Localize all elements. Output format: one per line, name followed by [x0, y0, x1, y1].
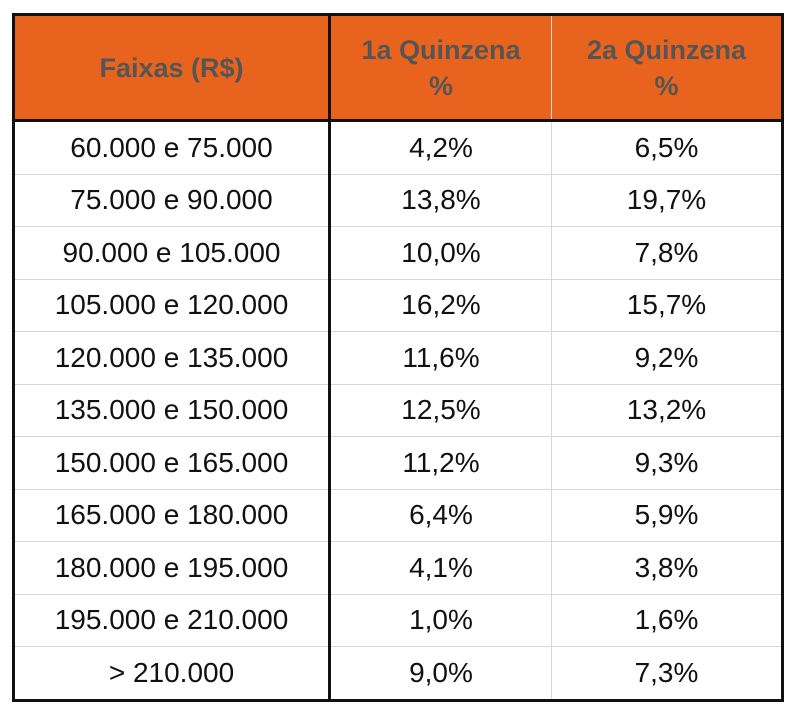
table-row: 165.000 e 180.000 6,4% 5,9% [13, 488, 783, 542]
table-row: 180.000 e 195.000 4,1% 3,8% [13, 541, 783, 594]
table-row: > 210.000 9,0% 7,3% [13, 646, 783, 700]
table-row: 135.000 e 150.000 12,5% 13,2% [13, 383, 783, 437]
header-line: 2a Quinzena [586, 34, 747, 65]
cell-2a-quinzena: 6,5% [551, 120, 783, 174]
header-line: % [428, 70, 453, 101]
table-row: 150.000 e 165.000 11,2% 9,3% [13, 436, 783, 489]
cell-2a-quinzena: 15,7% [551, 278, 783, 332]
cell-faixa: 135.000 e 150.000 [13, 383, 331, 437]
table-row: 105.000 e 120.000 16,2% 15,7% [13, 278, 783, 332]
table-row: 60.000 e 75.000 4,2% 6,5% [13, 120, 783, 174]
header-line: % [654, 70, 679, 101]
header-line: Faixas (R$) [99, 52, 244, 83]
cell-faixa: > 210.000 [13, 646, 331, 700]
cell-1a-quinzena: 13,8% [329, 173, 552, 227]
cell-faixa: 105.000 e 120.000 [13, 278, 331, 332]
table-row: 120.000 e 135.000 11,6% 9,2% [13, 331, 783, 384]
cell-faixa: 90.000 e 105.000 [13, 226, 331, 279]
cell-2a-quinzena: 7,8% [551, 226, 783, 279]
cell-2a-quinzena: 13,2% [551, 383, 783, 437]
cell-1a-quinzena: 12,5% [329, 383, 552, 437]
cell-faixa: 180.000 e 195.000 [13, 541, 331, 594]
header-faixas: Faixas (R$) [13, 14, 331, 122]
cell-faixa: 150.000 e 165.000 [13, 436, 331, 489]
cell-faixa: 60.000 e 75.000 [13, 120, 331, 174]
header-1a-quinzena: 1a Quinzena% [329, 14, 552, 122]
cell-2a-quinzena: 5,9% [551, 488, 783, 542]
cell-1a-quinzena: 10,0% [329, 226, 552, 279]
cell-1a-quinzena: 11,6% [329, 331, 552, 384]
cell-1a-quinzena: 6,4% [329, 488, 552, 542]
cell-1a-quinzena: 1,0% [329, 593, 552, 647]
cell-2a-quinzena: 19,7% [551, 173, 783, 227]
header-row: Faixas (R$) 1a Quinzena% 2a Quinzena% [13, 14, 783, 122]
cell-faixa: 165.000 e 180.000 [13, 488, 331, 542]
cell-2a-quinzena: 7,3% [551, 646, 783, 700]
cell-1a-quinzena: 11,2% [329, 436, 552, 489]
cell-faixa: 120.000 e 135.000 [13, 331, 331, 384]
cell-1a-quinzena: 16,2% [329, 278, 552, 332]
header-line: 1a Quinzena [361, 34, 521, 65]
cell-1a-quinzena: 4,2% [329, 120, 552, 174]
table-row: 195.000 e 210.000 1,0% 1,6% [13, 593, 783, 647]
cell-2a-quinzena: 3,8% [551, 541, 783, 594]
table-row: 75.000 e 90.000 13,8% 19,7% [13, 173, 783, 227]
cell-faixa: 195.000 e 210.000 [13, 593, 331, 647]
header-2a-quinzena: 2a Quinzena% [551, 14, 783, 122]
cell-1a-quinzena: 4,1% [329, 541, 552, 594]
cell-faixa: 75.000 e 90.000 [13, 173, 331, 227]
cell-2a-quinzena: 9,2% [551, 331, 783, 384]
cell-2a-quinzena: 9,3% [551, 436, 783, 489]
cell-1a-quinzena: 9,0% [329, 646, 552, 700]
cell-2a-quinzena: 1,6% [551, 593, 783, 647]
data-table: Faixas (R$) 1a Quinzena% 2a Quinzena% 60… [12, 13, 784, 702]
table-row: 90.000 e 105.000 10,0% 7,8% [13, 226, 783, 279]
